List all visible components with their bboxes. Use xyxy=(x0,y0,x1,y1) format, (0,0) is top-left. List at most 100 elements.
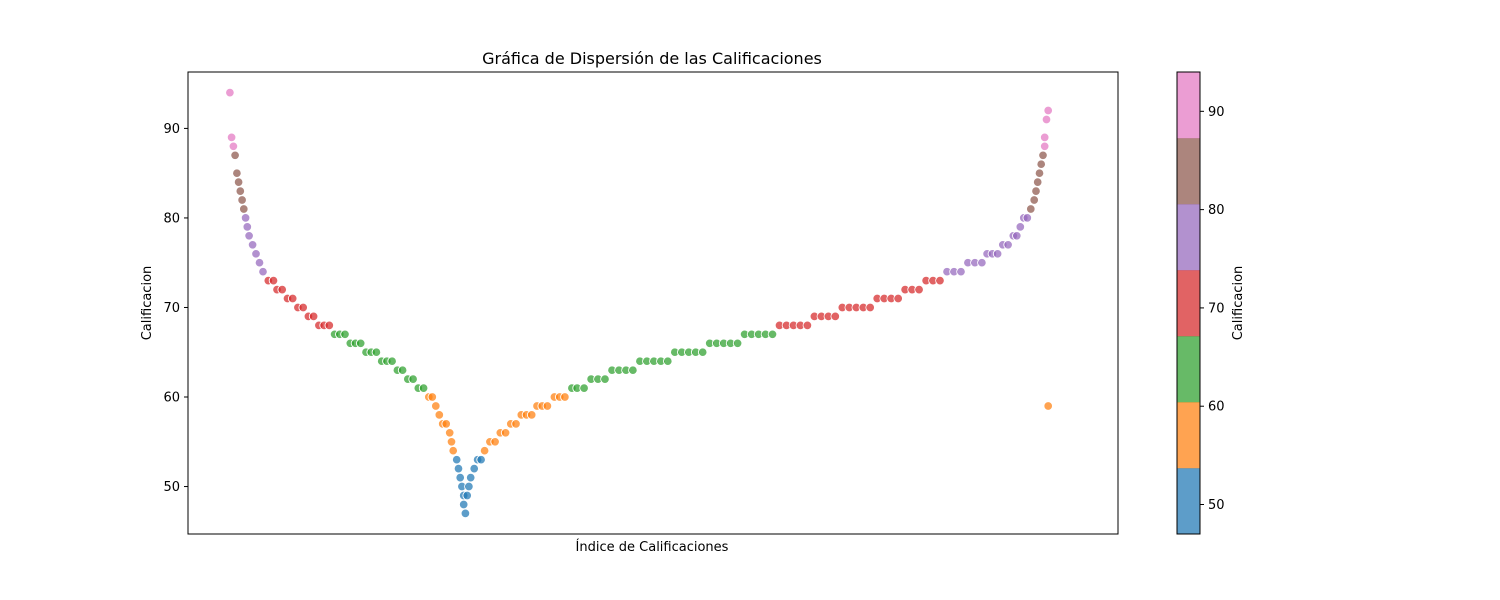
data-point xyxy=(441,419,451,429)
points-layer xyxy=(225,87,1053,519)
colorbar xyxy=(1177,72,1200,535)
data-point xyxy=(434,410,445,420)
data-point xyxy=(542,401,553,411)
data-point xyxy=(977,257,987,268)
data-point xyxy=(802,320,813,331)
data-point xyxy=(397,365,408,375)
data-point xyxy=(479,445,490,456)
data-point xyxy=(935,275,945,286)
data-point xyxy=(387,356,397,366)
data-point xyxy=(258,266,268,277)
colorbar-segment xyxy=(1177,138,1200,205)
data-point xyxy=(240,213,251,223)
data-point xyxy=(233,177,244,187)
colorbar-tick-label: 80 xyxy=(1208,203,1225,218)
y-tick-label: 70 xyxy=(163,301,180,316)
data-point xyxy=(992,249,1003,259)
y-tick-label: 60 xyxy=(163,391,180,406)
data-point xyxy=(465,472,476,483)
data-point xyxy=(1022,213,1033,223)
data-point xyxy=(1036,159,1046,169)
data-point xyxy=(579,383,589,393)
data-point xyxy=(600,374,610,384)
data-point xyxy=(431,401,441,411)
data-point xyxy=(355,338,366,349)
data-point xyxy=(254,257,265,268)
data-point xyxy=(444,428,455,438)
colorbar-tick-label: 70 xyxy=(1208,301,1225,316)
data-point xyxy=(237,195,247,205)
data-point xyxy=(914,284,924,295)
data-point xyxy=(287,293,298,304)
data-point xyxy=(893,293,903,304)
data-point xyxy=(458,499,469,510)
data-point xyxy=(340,329,350,340)
data-point xyxy=(455,472,465,483)
data-point xyxy=(663,356,673,366)
data-point xyxy=(228,141,239,152)
data-point xyxy=(462,490,472,501)
data-point xyxy=(767,329,778,340)
data-point xyxy=(225,87,235,98)
data-point xyxy=(427,392,438,402)
y-axis: 50 60 70 80 90 xyxy=(163,122,188,495)
data-point xyxy=(226,132,237,143)
data-point xyxy=(1015,222,1026,232)
data-point xyxy=(511,419,521,429)
colorbar-tick-label: 60 xyxy=(1208,400,1225,415)
colorbar-segment xyxy=(1177,204,1200,271)
data-point xyxy=(560,392,570,402)
data-point xyxy=(1039,141,1050,152)
data-point xyxy=(1043,401,1053,411)
data-point xyxy=(235,186,246,196)
data-point xyxy=(865,302,875,313)
y-tick-label: 80 xyxy=(163,211,180,226)
data-point xyxy=(1039,132,1050,143)
data-point xyxy=(1041,114,1052,125)
colorbar-segment xyxy=(1177,270,1200,337)
data-point xyxy=(239,204,249,214)
chart-title: Gráfica de Dispersión de las Calificacio… xyxy=(482,49,822,68)
data-point xyxy=(1029,195,1039,205)
data-point xyxy=(460,508,471,519)
y-tick-label: 50 xyxy=(163,480,180,495)
data-point xyxy=(446,437,457,447)
data-point xyxy=(1043,105,1053,116)
data-point xyxy=(268,275,279,286)
data-point xyxy=(298,302,308,313)
data-point xyxy=(1031,186,1041,196)
colorbar-segment xyxy=(1177,72,1200,139)
data-point xyxy=(830,311,841,322)
data-point xyxy=(500,428,511,438)
colorbar-tick-label: 90 xyxy=(1208,105,1225,120)
data-point xyxy=(526,410,537,420)
data-point xyxy=(324,320,335,331)
colorbar-label: Calificacion xyxy=(1231,266,1246,341)
data-point xyxy=(476,454,486,465)
data-point xyxy=(1038,150,1048,161)
data-point xyxy=(277,284,287,295)
x-axis-label: Índice de Calificaciones xyxy=(576,539,729,555)
data-point xyxy=(1032,177,1043,187)
data-point xyxy=(732,338,743,349)
data-point xyxy=(242,222,253,232)
data-point xyxy=(469,463,479,474)
data-point xyxy=(464,481,474,492)
colorbar-ticks: 50 60 70 80 90 xyxy=(1200,105,1225,513)
y-tick-label: 90 xyxy=(163,122,180,137)
colorbar-tick-label: 50 xyxy=(1208,498,1225,513)
colorbar-segment xyxy=(1177,402,1200,469)
data-point xyxy=(1026,204,1036,214)
data-point xyxy=(232,168,242,178)
data-point xyxy=(230,150,240,161)
data-point xyxy=(308,311,319,322)
plot-frame xyxy=(187,71,1119,535)
data-point xyxy=(1003,240,1013,250)
data-point xyxy=(247,240,258,250)
y-axis-label: Calificacion xyxy=(140,266,155,341)
data-point xyxy=(448,445,458,456)
data-point xyxy=(1012,231,1022,241)
data-point xyxy=(371,347,382,357)
data-point xyxy=(490,437,500,447)
